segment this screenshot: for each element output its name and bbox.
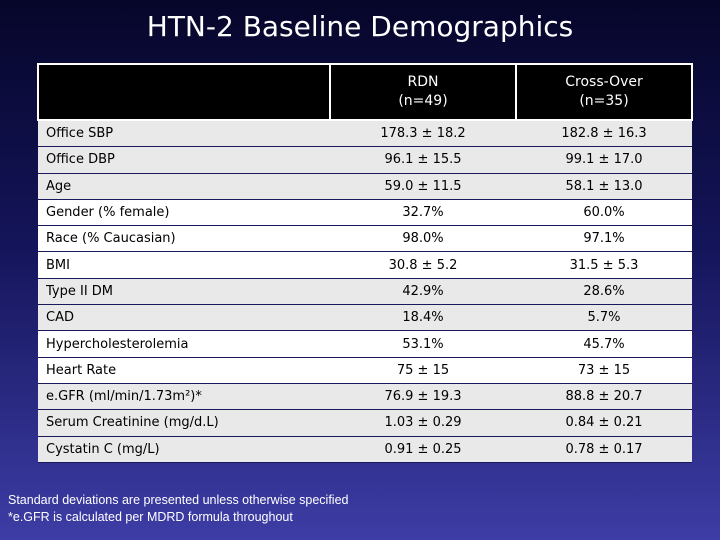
rdn-value: 53.1% [330,330,516,358]
table-row: Office DBP 96.1 ± 15.5 99.1 ± 17.0 [38,146,692,174]
crossover-value: 28.6% [516,278,692,306]
slide-title: HTN-2 Baseline Demographics [146,10,574,43]
row-label: Office DBP [38,146,330,174]
row-label: Race (% Caucasian) [38,225,330,253]
row-label: Type II DM [38,278,330,306]
table-row: Hypercholesterolemia 53.1% 45.7% [38,330,692,358]
rdn-value: 76.9 ± 19.3 [330,383,516,411]
table-row: Office SBP 178.3 ± 18.2 182.8 ± 16.3 [38,120,692,148]
header-rdn-line2: (n=49) [398,93,448,109]
crossover-value: 97.1% [516,225,692,253]
rdn-value: 18.4% [330,304,516,332]
rdn-value: 59.0 ± 11.5 [330,173,516,200]
rdn-value: 75 ± 15 [330,357,516,384]
header-rdn-line1: RDN [407,74,439,90]
table-row: Age 59.0 ± 11.5 58.1 ± 13.0 [38,173,692,200]
rdn-value: 178.3 ± 18.2 [330,120,516,148]
table-row: Cystatin C (mg/L) 0.91 ± 0.25 0.78 ± 0.17 [38,436,692,463]
header-crossover: Cross-Over (n=35) [515,63,693,121]
table-row: Type II DM 42.9% 28.6% [38,278,692,306]
rdn-value: 0.91 ± 0.25 [330,436,516,463]
row-label: Age [38,173,330,200]
crossover-value: 60.0% [516,199,692,227]
table-row: BMI 30.8 ± 5.2 31.5 ± 5.3 [38,251,692,279]
rdn-value: 42.9% [330,278,516,306]
crossover-value: 73 ± 15 [516,357,692,384]
table-row: CAD 18.4% 5.7% [38,304,692,332]
crossover-value: 0.84 ± 0.21 [516,409,692,437]
row-label: BMI [38,251,330,279]
header-crossover-line1: Cross-Over [565,74,643,90]
row-label: Hypercholesterolemia [38,330,330,358]
rdn-value: 32.7% [330,199,516,227]
row-label: Gender (% female) [38,199,330,227]
crossover-value: 99.1 ± 17.0 [516,146,692,174]
footnote-egfr: *e.GFR is calculated per MDRD formula th… [8,510,293,524]
demographics-table: RDN (n=49) Cross-Over (n=35) Office SBP 1… [37,63,693,463]
table-row: Serum Creatinine (mg/d.L) 1.03 ± 0.29 0.84… [38,409,692,437]
footnote-sd: Standard deviations are presented unless… [8,493,349,507]
crossover-value: 182.8 ± 16.3 [516,120,692,148]
crossover-value: 45.7% [516,330,692,358]
header-blank-cell [37,63,331,121]
table-row: Race (% Caucasian) 98.0% 97.1% [38,225,692,253]
rdn-value: 98.0% [330,225,516,253]
crossover-value: 0.78 ± 0.17 [516,436,692,463]
row-label: Office SBP [38,120,330,148]
row-label: Heart Rate [38,357,330,384]
table-header: RDN (n=49) Cross-Over (n=35) [37,63,693,121]
crossover-value: 88.8 ± 20.7 [516,383,692,411]
rdn-value: 1.03 ± 0.29 [330,409,516,437]
header-crossover-line2: (n=35) [579,93,629,109]
header-rdn: RDN (n=49) [329,63,517,121]
row-label: Serum Creatinine (mg/d.L) [38,409,330,437]
rdn-value: 30.8 ± 5.2 [330,251,516,279]
row-label: CAD [38,304,330,332]
table-body: Office SBP 178.3 ± 18.2 182.8 ± 16.3 Office… [38,120,692,463]
demographics-table-container: RDN (n=49) Cross-Over (n=35) Office SBP 1… [37,63,693,463]
table-row: Heart Rate 75 ± 15 73 ± 15 [38,357,692,384]
footnotes: Standard deviations are presented unless… [8,492,349,526]
table-row: e.GFR (ml/min/1.73m²)* 76.9 ± 19.3 88.8 ± … [38,383,692,411]
table-row: Gender (% female) 32.7% 60.0% [38,199,692,227]
crossover-value: 5.7% [516,304,692,332]
crossover-value: 31.5 ± 5.3 [516,251,692,279]
rdn-value: 96.1 ± 15.5 [330,146,516,174]
row-label: e.GFR (ml/min/1.73m²)* [38,383,330,411]
row-label: Cystatin C (mg/L) [38,436,330,463]
crossover-value: 58.1 ± 13.0 [516,173,692,200]
